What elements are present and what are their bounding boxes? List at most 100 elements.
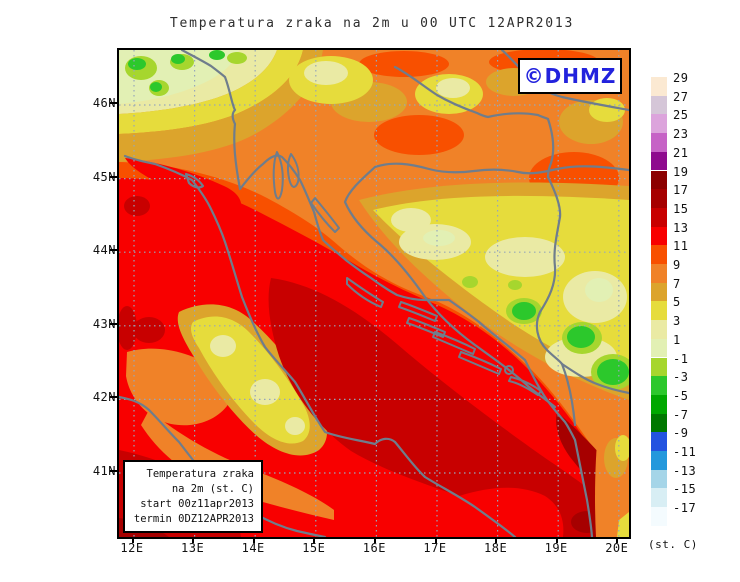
legend-swatch: [651, 413, 667, 433]
field-region: [119, 50, 323, 162]
lat-label: 44N: [92, 243, 116, 258]
legend-swatch: [651, 170, 667, 190]
field-region: [359, 51, 449, 77]
lon-label: 13E: [181, 541, 205, 555]
legend-swatch: [651, 282, 667, 302]
legend-value: 13: [673, 220, 689, 235]
field-region: [508, 280, 522, 290]
axis-tick: [110, 175, 117, 178]
island-outline: [272, 151, 542, 396]
field-region: [150, 82, 162, 92]
legend-swatch: [651, 507, 667, 526]
lat-label: 41N: [92, 464, 116, 478]
dhmz-badge: ©DHMZ: [518, 58, 622, 94]
run-info-line: na 2m (st. C): [171, 483, 254, 495]
field-region: [617, 512, 629, 537]
field-region: [210, 335, 236, 357]
legend-value: -11: [673, 445, 697, 459]
field-region: [567, 326, 595, 348]
legend-swatch: [651, 151, 667, 171]
legend-swatch: [651, 376, 667, 395]
axis-tick: [110, 396, 117, 399]
lon-label: 19E: [544, 541, 568, 555]
legend-swatch: [651, 133, 667, 152]
field-region: [436, 78, 470, 98]
axis-tick: [110, 102, 117, 104]
legend-value: 15: [673, 201, 689, 216]
legend-swatch: [651, 301, 667, 321]
axis-tick: [373, 537, 376, 543]
field-region: [391, 208, 431, 232]
field-region: [268, 278, 629, 537]
legend-value: -1: [673, 351, 689, 366]
field-region: [171, 54, 185, 64]
field-region: [304, 61, 348, 85]
field-region: [119, 306, 137, 350]
legend-value: -9: [673, 426, 689, 441]
field-region: [250, 379, 280, 405]
legend-value: 11: [673, 239, 689, 254]
axis-tick: [434, 537, 437, 543]
lon-label: 15E: [302, 541, 326, 555]
axis-tick: [110, 470, 117, 472]
lon-label: 18E: [484, 541, 508, 555]
legend-swatch: [651, 338, 667, 358]
field-region: [485, 237, 565, 277]
field-region: [615, 435, 629, 461]
legend-swatch: [651, 207, 667, 227]
legend-value: 23: [673, 127, 689, 142]
field-region: [125, 158, 242, 210]
legend-value: 19: [673, 164, 689, 179]
legend-value: 5: [673, 295, 681, 310]
field-region: [374, 115, 464, 155]
lon-label: 17E: [423, 541, 447, 555]
field-region: [124, 196, 150, 216]
legend-unit: (st. C): [648, 537, 698, 551]
legend-swatch: [651, 357, 667, 377]
legend-value: -17: [673, 501, 697, 516]
legend-value: 25: [673, 108, 689, 123]
legend-value: 1: [673, 332, 681, 347]
legend-value: 29: [673, 71, 689, 85]
map-title: Temperatura zraka na 2m u 00 UTC 12APR20…: [169, 16, 575, 31]
legend-swatch: [651, 451, 667, 470]
lon-label: 20E: [605, 541, 629, 555]
legend-swatch: [651, 320, 667, 339]
axis-tick: [252, 537, 255, 543]
field-region: [209, 50, 225, 60]
lon-label: 16E: [362, 541, 386, 555]
legend-swatch: [651, 469, 667, 489]
legend-value: -15: [673, 482, 697, 497]
field-region: [285, 417, 305, 435]
field-region: [589, 98, 625, 122]
legend-value: -13: [673, 463, 697, 478]
field-region: [133, 317, 165, 343]
legend-swatch: [651, 95, 667, 115]
axis-tick: [313, 537, 316, 543]
run-info-line: termin 0DZ12APR2013: [133, 513, 254, 525]
axis-tick: [131, 537, 134, 543]
legend-swatch: [651, 189, 667, 208]
legend-swatch: [651, 226, 667, 246]
legend-swatch: [651, 488, 667, 508]
lat-label: 42N: [92, 390, 116, 405]
legend-value: 7: [673, 276, 681, 291]
axis-tick: [110, 322, 117, 325]
dhmz-label: ©DHMZ: [523, 64, 617, 88]
field-region: [128, 58, 146, 70]
lon-label: 14E: [241, 541, 265, 555]
weather-map: ©DHMZ Temperatura zraka na 2m (st. C) star…: [117, 48, 631, 539]
lon-label: 12E: [120, 541, 144, 555]
legend-value: -7: [673, 407, 689, 422]
legend-swatch: [651, 77, 667, 96]
legend-swatch: [651, 432, 667, 451]
lat-label: 45N: [92, 169, 116, 184]
lat-label: 46N: [92, 96, 116, 110]
legend-swatch: [651, 264, 667, 283]
field-region: [227, 52, 247, 64]
legend-value: 21: [673, 145, 689, 160]
field-region: [512, 302, 536, 320]
field-region: [457, 487, 564, 537]
lat-label: 43N: [92, 316, 116, 331]
field-region: [423, 230, 455, 246]
